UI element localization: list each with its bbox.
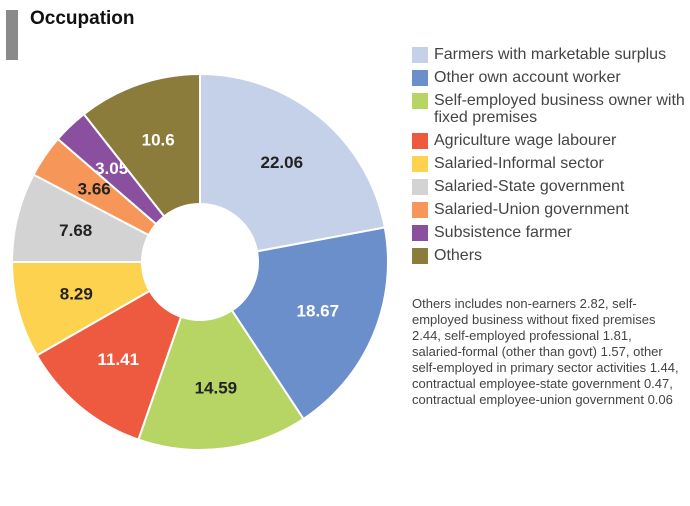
value-label: 18.67	[297, 302, 340, 321]
legend-item: Subsistence farmer	[412, 224, 690, 241]
legend-label: Self-employed business owner with fixed …	[434, 92, 685, 126]
legend-swatch	[412, 202, 428, 218]
slice	[137, 309, 305, 451]
value-label: 3.66	[78, 179, 111, 198]
legend-label: Agriculture wage labourer	[434, 132, 617, 149]
legend-item: Salaried-Informal sector	[412, 155, 690, 172]
slice	[199, 72, 386, 253]
legend-label: Salaried-Informal sector	[434, 155, 604, 172]
value-label: 22.06	[260, 153, 303, 172]
value-label: 11.41	[97, 350, 139, 369]
value-label: 14.59	[195, 378, 238, 397]
legend-swatch	[412, 248, 428, 264]
legend-label: Salaried-State government	[434, 178, 625, 195]
legend-label: Other own account worker	[434, 69, 621, 86]
slice	[35, 289, 183, 441]
legend-swatch	[412, 133, 428, 149]
legend-label: Farmers with marketable surplus	[434, 46, 667, 63]
legend-swatch	[412, 225, 428, 241]
value-label: 10.6	[142, 131, 175, 150]
legend-label: Salaried-Union government	[434, 201, 629, 218]
legend-item: Other own account worker	[412, 69, 690, 86]
legend-label: Others	[434, 247, 483, 264]
slice	[230, 226, 389, 421]
legend-swatch	[412, 156, 428, 172]
legend-swatch	[412, 47, 428, 63]
donut: 22.06 18.67 14.59 11.41 8.29 7.68 3.663.05 10.6	[10, 72, 389, 451]
legend-item: Salaried-Union government	[412, 201, 690, 218]
legend-item: Farmers with marketable surplus	[412, 46, 690, 63]
value-label: 3.05	[95, 159, 128, 178]
legend-item: Others	[412, 247, 690, 264]
legend: Farmers with marketable surplus Other own…	[412, 46, 690, 270]
slice	[82, 72, 201, 218]
legend-swatch	[412, 179, 428, 195]
legend-item: Self-employed business owner with fixed …	[412, 92, 690, 126]
legend-swatch	[412, 70, 428, 86]
legend-label: Subsistence farmer	[434, 224, 572, 241]
chart-title: Occupation	[30, 8, 135, 29]
legend-item: Salaried-State government	[412, 178, 690, 195]
value-label: 7.68	[59, 221, 92, 240]
value-label: 8.29	[60, 284, 93, 303]
legend-swatch	[412, 93, 428, 109]
annotation: Others includes non-earners 2.82, self-e…	[412, 296, 679, 407]
legend-item: Agriculture wage labourer	[412, 132, 690, 149]
title-bar	[6, 10, 18, 60]
